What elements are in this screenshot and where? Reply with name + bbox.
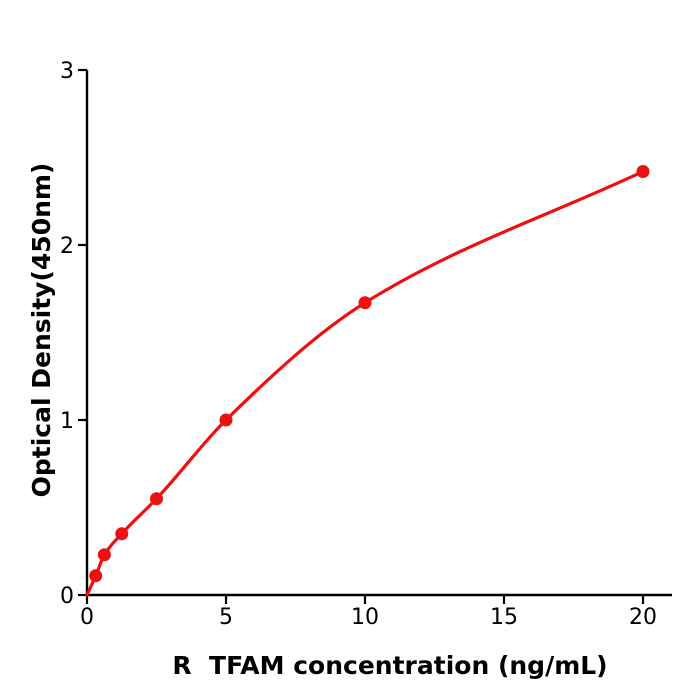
- x-axis-label: R TFAM concentration (ng/mL): [172, 651, 607, 680]
- data-point: [89, 569, 103, 583]
- y-tick-label: 1: [60, 409, 74, 434]
- y-axis-label: Optical Density(450nm): [27, 163, 56, 498]
- y-tick-label: 0: [60, 584, 74, 609]
- x-tick-label: 10: [351, 605, 379, 630]
- x-tick-label: 0: [80, 605, 94, 630]
- x-axis-ticks: [85, 595, 645, 604]
- data-point: [219, 413, 233, 427]
- x-tick-label: 20: [629, 605, 657, 630]
- x-axis-tick-labels: 0 5 10 15 20: [80, 605, 657, 630]
- x-tick-label: 5: [219, 605, 233, 630]
- y-tick-label: 3: [60, 59, 74, 84]
- y-tick-label: 2: [60, 234, 74, 259]
- data-points: [89, 165, 650, 583]
- data-point: [115, 527, 129, 541]
- data-point: [97, 548, 111, 562]
- x-tick-label: 15: [490, 605, 518, 630]
- data-point: [636, 165, 650, 178]
- data-point: [150, 492, 163, 506]
- y-axis-tick-labels: 0 1 2 3: [60, 59, 74, 609]
- fit-curve-line: [85, 169, 645, 597]
- data-point: [358, 296, 372, 310]
